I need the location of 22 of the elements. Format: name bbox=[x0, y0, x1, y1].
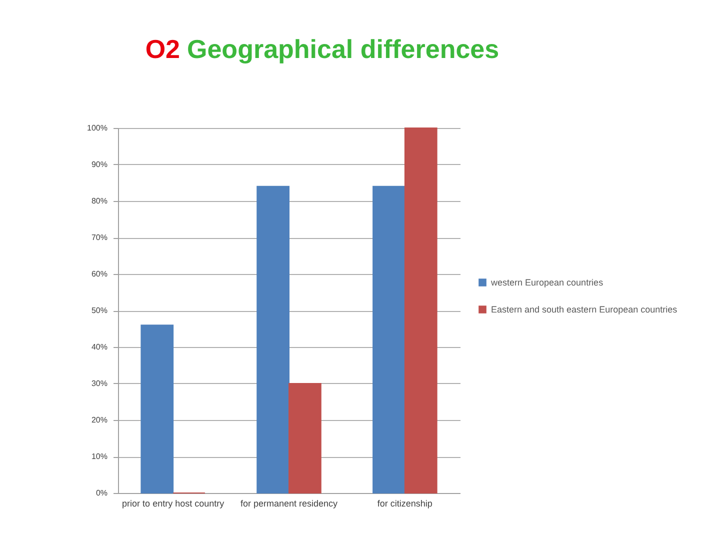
bar bbox=[256, 186, 290, 494]
y-tick-label: 10% bbox=[91, 452, 108, 461]
chart-title: O2 Geographical differences bbox=[145, 34, 500, 64]
bar bbox=[404, 128, 438, 494]
x-tick-label: prior to entry host country bbox=[122, 498, 225, 508]
y-tick-label: 0% bbox=[96, 488, 108, 498]
x-tick-label: for citizenship bbox=[377, 498, 432, 508]
y-tick-label: 80% bbox=[91, 196, 108, 206]
y-tick-label: 70% bbox=[91, 233, 108, 242]
y-tick-label: 50% bbox=[91, 306, 108, 315]
y-tick-label: 60% bbox=[91, 270, 108, 278]
y-tick-label: 100% bbox=[87, 124, 108, 132]
y-tick-label: 40% bbox=[91, 342, 108, 352]
y-tick-label: 30% bbox=[91, 379, 108, 388]
bar bbox=[140, 324, 174, 494]
legend-label: western European countries bbox=[490, 278, 604, 288]
x-tick-label: for permanent residency bbox=[240, 498, 338, 508]
bar bbox=[372, 186, 406, 494]
bar bbox=[288, 383, 322, 494]
y-tick-label: 20% bbox=[91, 416, 108, 424]
y-tick-label: 90% bbox=[91, 160, 108, 169]
legend-label: Eastern and south eastern European countries bbox=[491, 304, 678, 314]
